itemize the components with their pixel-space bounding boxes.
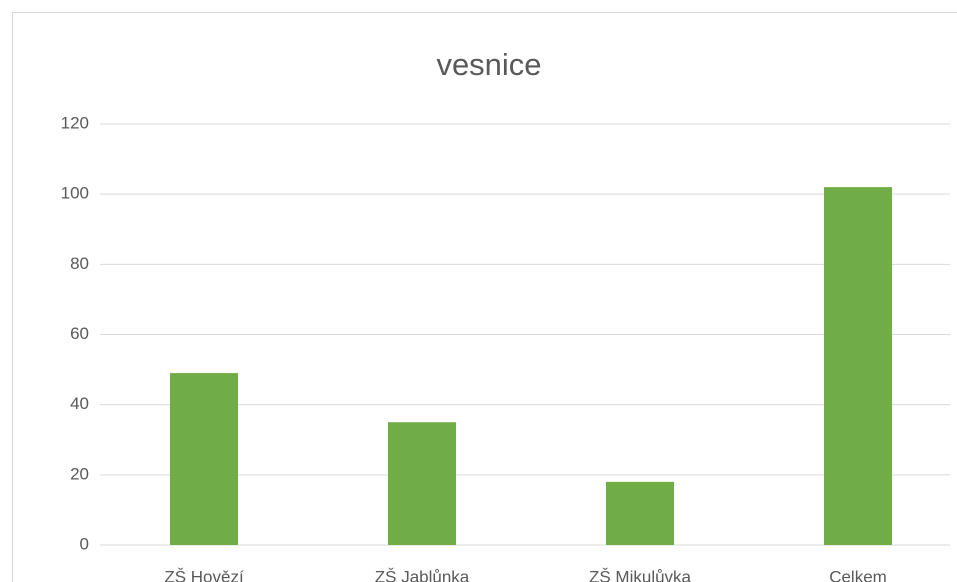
y-tick-label: 20 <box>70 464 89 483</box>
y-tick-label: 40 <box>70 394 89 413</box>
y-tick-label: 100 <box>61 184 89 203</box>
chart-title: vesnice <box>436 47 541 82</box>
x-tick-label: ZŠ Hovězí <box>164 567 244 582</box>
x-tick-label: ZŠ Jablůnka <box>375 567 470 582</box>
bar <box>388 422 456 545</box>
bar <box>606 481 674 545</box>
x-tick-label: Celkem <box>829 567 887 582</box>
y-tick-label: 120 <box>61 113 89 132</box>
y-tick-label: 0 <box>80 534 89 553</box>
x-tick-label: ZŠ Mikulůvka <box>589 567 692 582</box>
bar <box>170 373 238 545</box>
y-tick-label: 80 <box>70 254 89 273</box>
chart-frame <box>12 12 957 582</box>
y-tick-label: 60 <box>70 324 89 343</box>
bar <box>824 187 892 545</box>
